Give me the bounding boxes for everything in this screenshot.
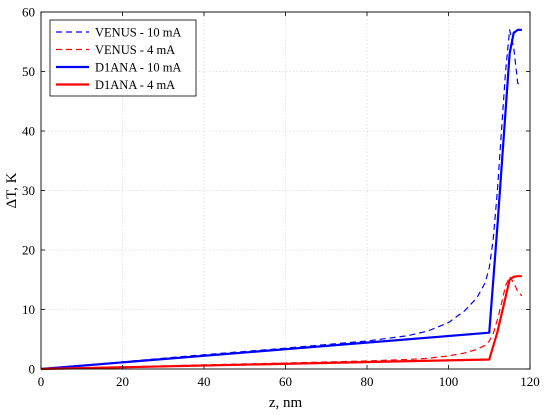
series-line-3 [40, 275, 522, 371]
legend-box [49, 19, 197, 97]
legend-label: D1ANA - 10 mA [95, 61, 181, 75]
y-tick-label: 40 [22, 124, 35, 139]
x-tick-label: 80 [361, 374, 374, 389]
x-tick-label: 40 [198, 374, 211, 389]
y-tick-label: 50 [22, 64, 35, 79]
legend-label: VENUS - 4 mA [95, 43, 175, 57]
y-tick-label: 30 [22, 183, 35, 198]
series-line-0 [40, 29, 523, 370]
series-group [40, 28, 523, 371]
legend-label: VENUS - 10 mA [95, 26, 181, 40]
legend: VENUS - 10 mA VENUS - 4 mA D1ANA - 10 mA D1… [49, 19, 197, 97]
series-line-2 [40, 28, 522, 371]
y-axis-label: ΔT, K [4, 172, 20, 208]
x-tick-label: 60 [279, 374, 292, 389]
grid [41, 12, 530, 369]
x-tick-label: 0 [38, 374, 45, 389]
y-tick-label: 10 [22, 302, 35, 317]
series-line-1 [40, 276, 523, 370]
ticks: 0 20 40 60 80 100 120 0 10 20 30 40 50 60 [22, 5, 540, 390]
x-axis-label: z, nm [269, 395, 303, 411]
legend-label: D1ANA - 4 mA [95, 78, 175, 92]
x-tick-label: 20 [116, 374, 129, 389]
y-tick-label: 20 [22, 243, 35, 258]
y-tick-label: 0 [29, 362, 36, 377]
x-tick-label: 100 [439, 374, 459, 389]
y-tick-label: 60 [22, 5, 35, 20]
x-tick-label: 120 [520, 374, 540, 389]
